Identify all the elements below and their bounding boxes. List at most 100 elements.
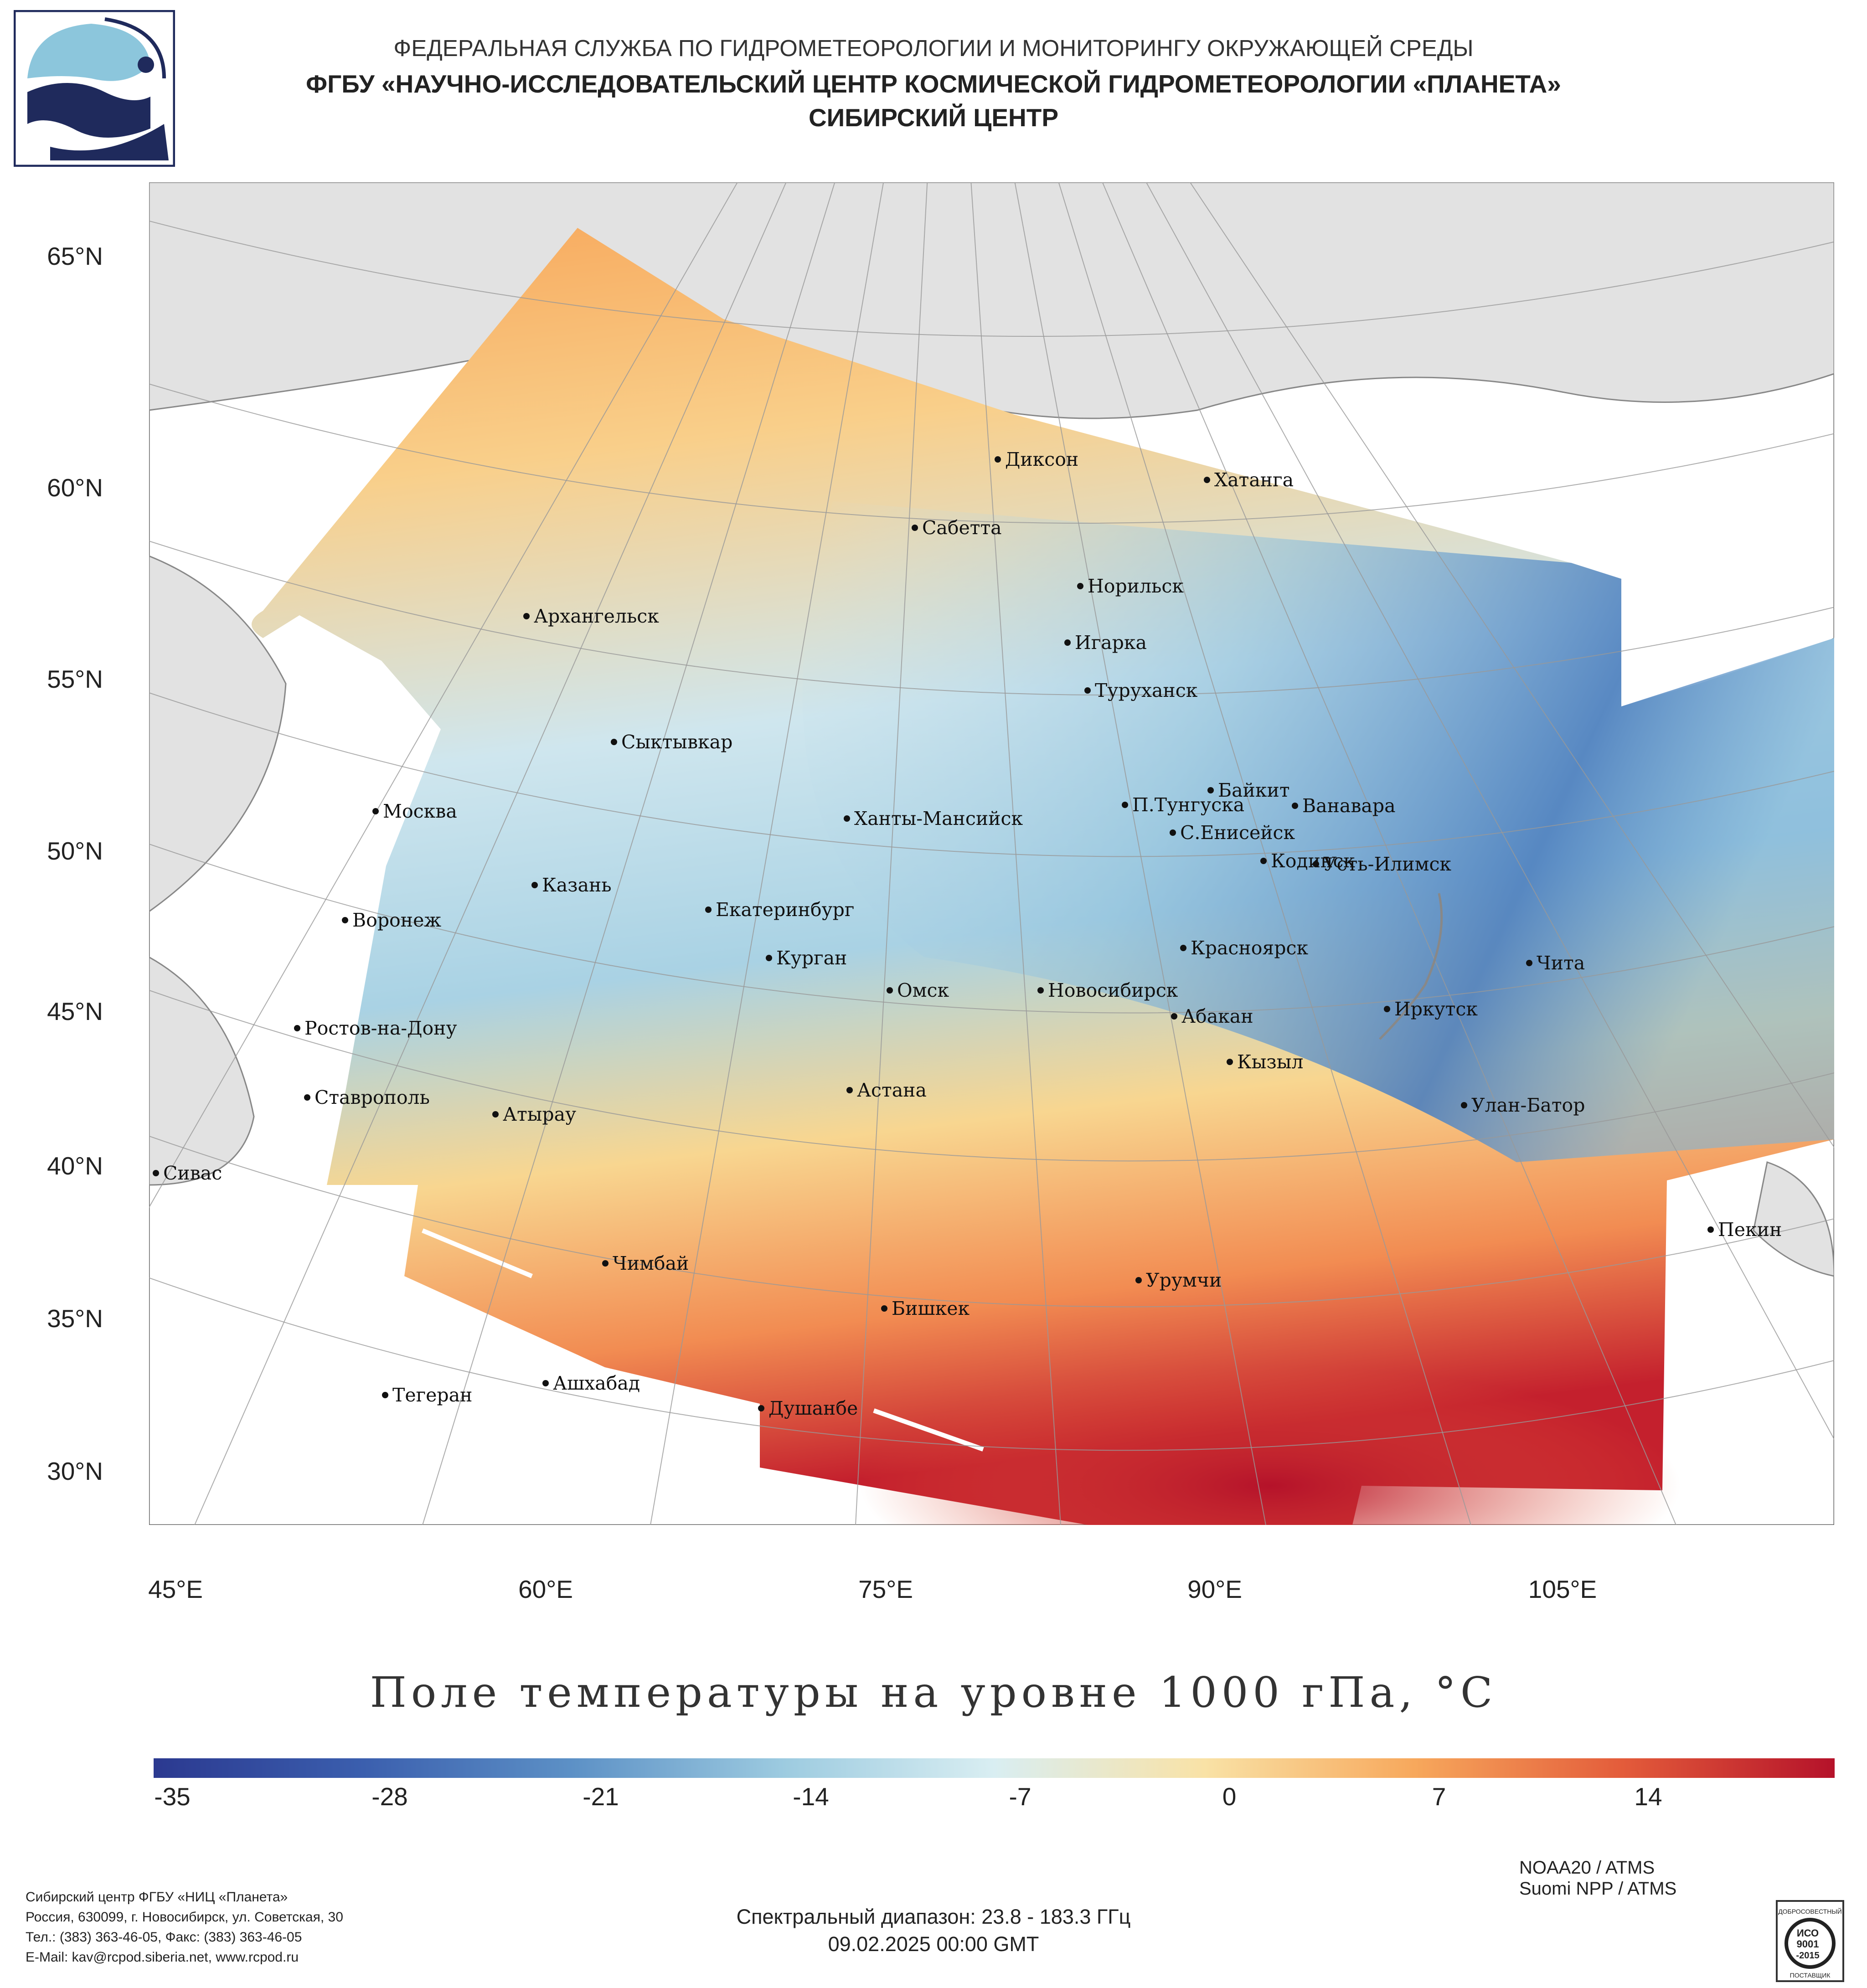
city-dot: [758, 1405, 764, 1411]
city-label: Ашхабад: [553, 1372, 640, 1394]
meridian-lines: [149, 182, 1834, 1525]
city-dot: [1707, 1226, 1714, 1233]
city-dot: [846, 1087, 853, 1093]
colorbar-tick: -21: [583, 1782, 619, 1811]
colorbar: [154, 1758, 1835, 1778]
city-label: Диксон: [1005, 448, 1078, 470]
city-dot: [1260, 858, 1267, 864]
lat-label: 55°N: [47, 665, 103, 693]
city-label: Байкит: [1218, 779, 1290, 801]
city-dot: [602, 1260, 609, 1267]
lon-label: 90°E: [1187, 1575, 1242, 1603]
colorbar-tick: -14: [793, 1782, 829, 1811]
city-dot: [1227, 1059, 1233, 1065]
city-label: Кызыл: [1237, 1051, 1303, 1073]
iso-certificate-badge: ДОБРОСОВЕСТНЫЙ ИСО 9001 -2015 ПОСТАВЩИК: [1776, 1900, 1844, 1982]
footer-phone: Тел.: (383) 363-46-05, Факс: (383) 363-4…: [26, 1930, 302, 1945]
lat-label: 60°N: [47, 474, 103, 502]
city-dot: [492, 1111, 499, 1118]
city-dot: [705, 906, 712, 913]
planeta-logo: [14, 10, 175, 167]
city-label: Астана: [857, 1079, 927, 1101]
city-dot: [1084, 687, 1091, 694]
lon-label: 105°E: [1528, 1575, 1597, 1603]
header-center: СИБИРСКИЙ ЦЕНТР: [808, 103, 1059, 132]
city-dot: [1180, 945, 1186, 951]
city-label: Улан-Батор: [1471, 1094, 1585, 1116]
city-label: С.Енисейск: [1180, 822, 1295, 844]
city-label: Чита: [1537, 952, 1585, 974]
city-label: Курган: [776, 947, 847, 969]
city-dot: [844, 815, 850, 822]
city-label: Ванавара: [1302, 795, 1396, 817]
city-dot: [382, 1392, 388, 1398]
city-label: Ставрополь: [315, 1087, 430, 1108]
city-label: Москва: [383, 800, 457, 822]
header-institute: ФГБУ «НАУЧНО-ИССЛЕДОВАТЕЛЬСКИЙ ЦЕНТР КОС…: [306, 70, 1561, 98]
city-dot: [523, 613, 530, 619]
city-label: Иркутск: [1394, 998, 1478, 1020]
colorbar-tick: 14: [1634, 1782, 1662, 1811]
satellite-1: NOAA20 / ATMS: [1519, 1858, 1655, 1878]
spectral-range: Спектральный диапазон: 23.8 - 183.3 ГГц: [736, 1905, 1131, 1928]
lat-label: 40°N: [47, 1152, 103, 1180]
footer-address: Россия, 630099, г. Новосибирск, ул. Сове…: [26, 1910, 343, 1925]
city-dot: [294, 1025, 300, 1031]
city-dot: [1313, 861, 1319, 867]
city-dot: [1526, 960, 1532, 966]
city-label: П.Тунгуска: [1132, 794, 1244, 816]
colorbar-tick: 7: [1432, 1782, 1446, 1811]
city-dot: [1384, 1006, 1390, 1012]
city-dot: [1170, 829, 1176, 836]
city-label: Душанбе: [768, 1397, 858, 1419]
city-label: Сабетта: [922, 517, 1002, 539]
city-label: Кодинск: [1271, 850, 1355, 872]
city-label: Усть-Илимск: [1323, 853, 1451, 875]
city-dot: [912, 525, 918, 531]
svg-text:ИСО: ИСО: [1797, 1927, 1819, 1939]
svg-text:ПОСТАВЩИК: ПОСТАВЩИК: [1790, 1972, 1831, 1979]
satellite-2: Suomi NPP / ATMS: [1519, 1879, 1677, 1899]
city-label: Бишкек: [892, 1298, 970, 1319]
city-label: Абакан: [1181, 1005, 1253, 1027]
city-dot: [995, 456, 1001, 463]
city-label: Атырау: [503, 1103, 576, 1125]
city-label: Ростов-на-Дону: [304, 1017, 457, 1039]
city-label: Туруханск: [1095, 680, 1198, 701]
header-agency: ФЕДЕРАЛЬНАЯ СЛУЖБА ПО ГИДРОМЕТЕОРОЛОГИИ …: [393, 35, 1474, 61]
city-dot: [304, 1094, 310, 1101]
city-dot: [611, 739, 617, 745]
city-markers: Диксон Хатанга Сабетта Норильск Архангел…: [153, 448, 1782, 1419]
city-label: Красноярск: [1191, 937, 1308, 959]
lon-label: 60°E: [518, 1575, 573, 1603]
temperature-map: Диксон Хатанга Сабетта Норильск Архангел…: [149, 182, 1834, 1525]
lon-label: 45°E: [148, 1575, 203, 1603]
city-label: Игарка: [1075, 632, 1147, 654]
city-dot: [766, 955, 772, 961]
city-dot: [1064, 639, 1071, 646]
lat-label: 35°N: [47, 1304, 103, 1333]
city-dot: [531, 882, 538, 888]
lat-label: 45°N: [47, 997, 103, 1025]
city-label: Сивас: [163, 1162, 222, 1184]
city-label: Омск: [897, 979, 949, 1001]
city-dot: [1077, 583, 1083, 589]
colorbar-tick: -28: [371, 1782, 408, 1811]
city-label: Архангельск: [534, 605, 659, 627]
svg-text:ДОБРОСОВЕСТНЫЙ: ДОБРОСОВЕСТНЫЙ: [1778, 1907, 1842, 1915]
city-dot: [1135, 1277, 1142, 1283]
footer-org-name: Сибирский центр ФГБУ «НИЦ «Планета»: [26, 1890, 288, 1905]
city-label: Ханты-Мансийск: [854, 808, 1023, 829]
svg-text:-2015: -2015: [1796, 1951, 1819, 1961]
city-label: Урумчи: [1146, 1269, 1222, 1291]
city-dot: [1207, 787, 1214, 793]
city-dot: [1171, 1013, 1177, 1020]
colorbar-tick: -35: [154, 1782, 191, 1811]
city-label: Екатеринбург: [716, 899, 854, 921]
city-label: Новосибирск: [1048, 979, 1178, 1001]
city-label: Тегеран: [392, 1384, 472, 1406]
city-label: Воронеж: [352, 909, 441, 931]
city-label: Норильск: [1088, 575, 1184, 597]
city-dot: [372, 808, 379, 814]
footer-email: E-Mail: kav@rcpod.siberia.net, www.rcpod…: [26, 1950, 299, 1965]
